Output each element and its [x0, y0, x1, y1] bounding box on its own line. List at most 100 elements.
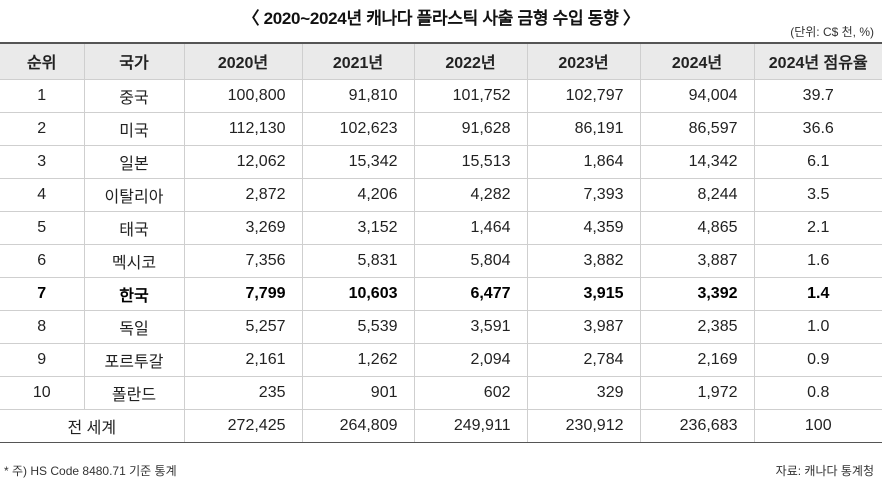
value-2020-cell: 7,356 — [183, 244, 302, 278]
rank-cell: 6 — [0, 244, 84, 278]
header-2022: 2022년 — [413, 42, 527, 80]
total-2022-cell: 249,911 — [413, 409, 527, 443]
table-row: 8 독일 5,257 5,539 3,591 3,987 2,385 1.0 — [0, 310, 882, 344]
total-2021-cell: 264,809 — [301, 409, 414, 443]
share-cell: 2.1 — [753, 211, 882, 245]
country-cell: 멕시코 — [83, 244, 184, 278]
value-2021-cell: 901 — [301, 376, 414, 410]
share-cell: 36.6 — [753, 112, 882, 146]
value-2021-cell: 102,623 — [301, 112, 414, 146]
country-cell: 포르투갈 — [83, 343, 184, 377]
value-2023-cell: 86,191 — [526, 112, 640, 146]
country-cell: 폴란드 — [83, 376, 184, 410]
header-2023: 2023년 — [526, 42, 640, 80]
share-cell: 39.7 — [753, 79, 882, 113]
value-2020-cell: 2,161 — [183, 343, 302, 377]
value-2020-cell: 235 — [183, 376, 302, 410]
share-cell: 1.6 — [753, 244, 882, 278]
share-cell: 3.5 — [753, 178, 882, 212]
value-2024-cell: 2,169 — [639, 343, 754, 377]
value-2021-cell: 5,539 — [301, 310, 414, 344]
import-table: 순위 국가 2020년 2021년 2022년 2023년 2024년 2024… — [0, 42, 882, 443]
value-2022-cell: 101,752 — [413, 79, 527, 113]
value-2021-cell: 5,831 — [301, 244, 414, 278]
table-row: 4 이탈리아 2,872 4,206 4,282 7,393 8,244 3.5 — [0, 178, 882, 212]
rank-cell: 3 — [0, 145, 84, 179]
total-2023-cell: 230,912 — [526, 409, 640, 443]
country-cell: 중국 — [83, 79, 184, 113]
header-2020: 2020년 — [183, 42, 302, 80]
total-2024-cell: 236,683 — [639, 409, 754, 443]
value-2024-cell: 3,887 — [639, 244, 754, 278]
rank-cell: 2 — [0, 112, 84, 146]
table-row: 6 멕시코 7,356 5,831 5,804 3,882 3,887 1.6 — [0, 244, 882, 278]
value-2022-cell: 1,464 — [413, 211, 527, 245]
rank-cell: 9 — [0, 343, 84, 377]
value-2021-cell: 10,603 — [301, 277, 414, 311]
value-2024-cell: 8,244 — [639, 178, 754, 212]
value-2020-cell: 12,062 — [183, 145, 302, 179]
value-2023-cell: 7,393 — [526, 178, 640, 212]
value-2024-cell: 2,385 — [639, 310, 754, 344]
share-cell: 6.1 — [753, 145, 882, 179]
table-row: 10 폴란드 235 901 602 329 1,972 0.8 — [0, 376, 882, 410]
value-2022-cell: 5,804 — [413, 244, 527, 278]
value-2023-cell: 4,359 — [526, 211, 640, 245]
value-2023-cell: 1,864 — [526, 145, 640, 179]
value-2021-cell: 4,206 — [301, 178, 414, 212]
rank-cell: 7 — [0, 277, 84, 311]
value-2023-cell: 3,915 — [526, 277, 640, 311]
value-2020-cell: 100,800 — [183, 79, 302, 113]
country-cell: 미국 — [83, 112, 184, 146]
header-2021: 2021년 — [301, 42, 414, 80]
total-share-cell: 100 — [753, 409, 882, 443]
value-2024-cell: 4,865 — [639, 211, 754, 245]
value-2023-cell: 3,987 — [526, 310, 640, 344]
table-row: 3 일본 12,062 15,342 15,513 1,864 14,342 6… — [0, 145, 882, 179]
total-row: 전 세계 272,425 264,809 249,911 230,912 236… — [0, 409, 882, 443]
header-2024: 2024년 — [639, 42, 754, 80]
country-cell: 독일 — [83, 310, 184, 344]
table-row: 5 태국 3,269 3,152 1,464 4,359 4,865 2.1 — [0, 211, 882, 245]
value-2022-cell: 91,628 — [413, 112, 527, 146]
header-rank: 순위 — [0, 42, 84, 80]
value-2023-cell: 2,784 — [526, 343, 640, 377]
value-2020-cell: 3,269 — [183, 211, 302, 245]
value-2020-cell: 5,257 — [183, 310, 302, 344]
header-country: 국가 — [83, 42, 184, 80]
country-cell: 일본 — [83, 145, 184, 179]
country-cell: 이탈리아 — [83, 178, 184, 212]
table-row: 2 미국 112,130 102,623 91,628 86,191 86,59… — [0, 112, 882, 146]
value-2021-cell: 15,342 — [301, 145, 414, 179]
value-2023-cell: 3,882 — [526, 244, 640, 278]
rank-cell: 5 — [0, 211, 84, 245]
share-cell: 1.4 — [753, 277, 882, 311]
source-note: 자료: 캐나다 통계청 — [775, 464, 874, 478]
value-2021-cell: 91,810 — [301, 79, 414, 113]
value-2022-cell: 602 — [413, 376, 527, 410]
value-2020-cell: 112,130 — [183, 112, 302, 146]
value-2020-cell: 2,872 — [183, 178, 302, 212]
value-2024-cell: 86,597 — [639, 112, 754, 146]
total-label: 전 세계 — [0, 409, 184, 443]
rank-cell: 8 — [0, 310, 84, 344]
value-2022-cell: 4,282 — [413, 178, 527, 212]
table-title: 〈 2020~2024년 캐나다 플라스틱 사출 금형 수입 동향 〉 — [242, 9, 640, 28]
header-share: 2024년 점유율 — [753, 42, 882, 80]
table-row-highlighted: 7 한국 7,799 10,603 6,477 3,915 3,392 1.4 — [0, 277, 882, 311]
share-cell: 0.9 — [753, 343, 882, 377]
header-row: 순위 국가 2020년 2021년 2022년 2023년 2024년 2024… — [0, 42, 882, 80]
value-2023-cell: 102,797 — [526, 79, 640, 113]
table-row: 1 중국 100,800 91,810 101,752 102,797 94,0… — [0, 79, 882, 113]
value-2022-cell: 15,513 — [413, 145, 527, 179]
rank-cell: 1 — [0, 79, 84, 113]
value-2022-cell: 6,477 — [413, 277, 527, 311]
footnote: * 주) HS Code 8480.71 기준 통계 — [4, 464, 177, 478]
value-2022-cell: 3,591 — [413, 310, 527, 344]
value-2021-cell: 3,152 — [301, 211, 414, 245]
country-cell: 태국 — [83, 211, 184, 245]
value-2023-cell: 329 — [526, 376, 640, 410]
rank-cell: 10 — [0, 376, 84, 410]
country-cell: 한국 — [83, 277, 184, 311]
